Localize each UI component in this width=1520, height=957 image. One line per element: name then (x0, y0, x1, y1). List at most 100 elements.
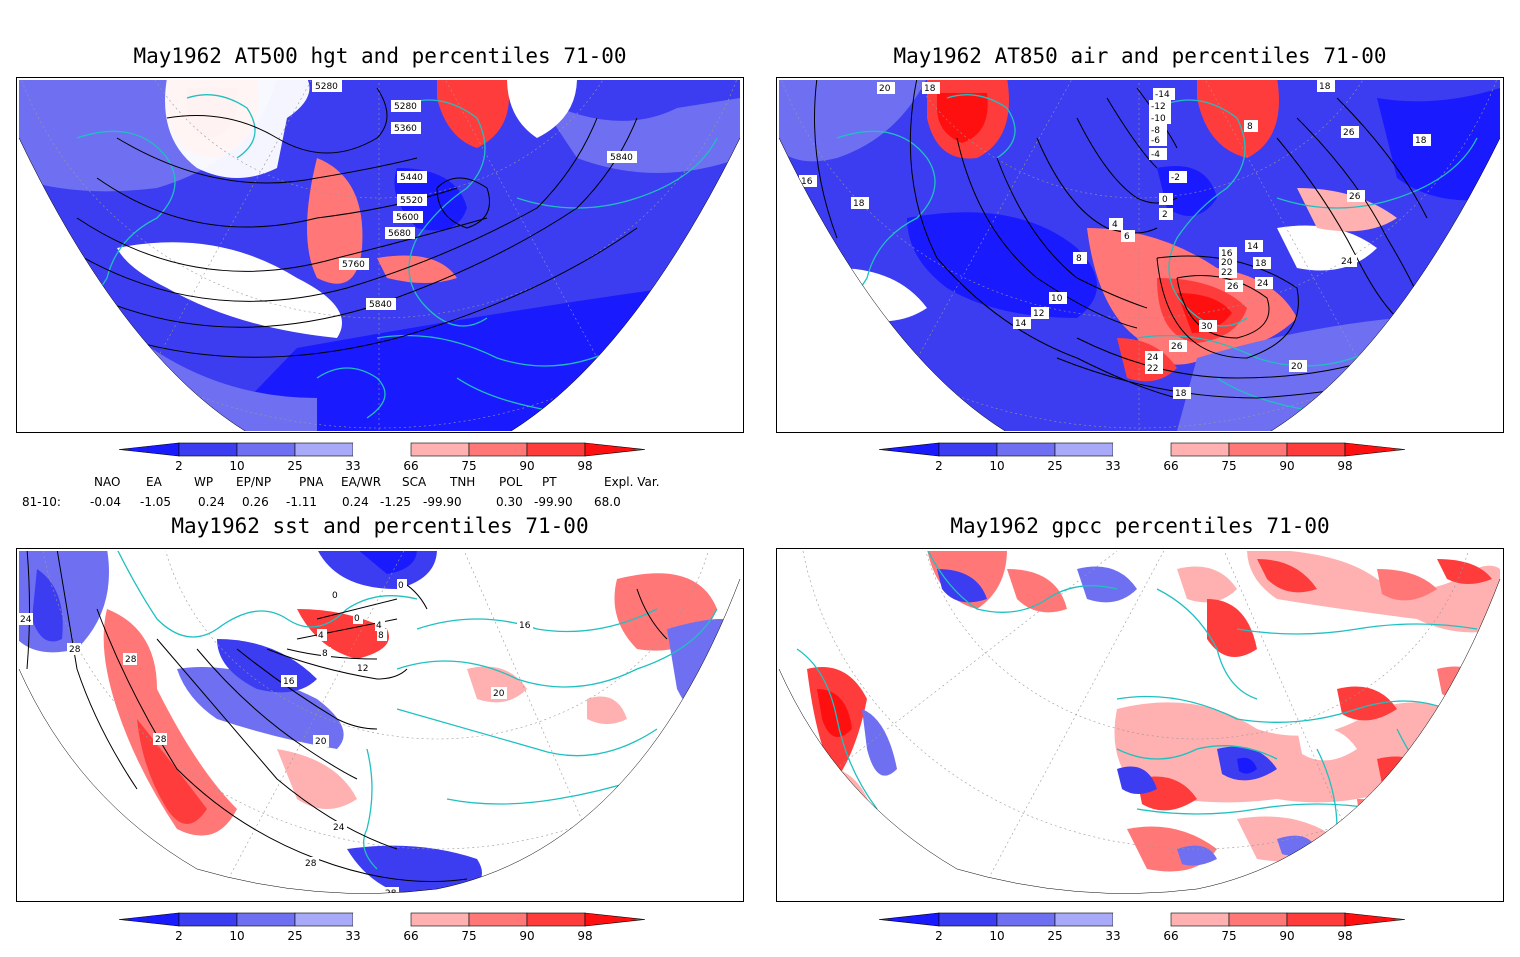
colorbar-segment (1113, 913, 1171, 926)
colorbar-arrow-left (878, 912, 940, 927)
contour-label: 18 (1319, 82, 1331, 92)
colorbar-tick-label: 75 (1221, 929, 1236, 943)
panel-title-sst: May1962 sst and percentiles 71-00 (171, 514, 589, 538)
contour-label: 28 (305, 859, 317, 869)
index-value: -99.90 (423, 495, 462, 509)
contour-label: 5440 (400, 173, 423, 183)
percentile-field-at850: 20 18 16 18 8 10 12 14 4 6 2 0 -2 -4 -6 … (779, 80, 1500, 431)
colorbar-tick-label: 25 (1047, 459, 1062, 473)
colorbar-tick-label: 98 (1337, 459, 1352, 473)
contour-label: 18 (1255, 259, 1267, 269)
index-header: SCA (402, 475, 427, 489)
index-value: -0.04 (90, 495, 122, 509)
index-header: PNA (299, 475, 324, 489)
contour-label: 5600 (396, 213, 419, 223)
contour-label: 10 (1051, 294, 1063, 304)
map-panel-at850: 20 18 16 18 8 10 12 14 4 6 2 0 -2 -4 -6 … (776, 77, 1504, 433)
contour-label: 0 (332, 591, 338, 601)
colorbar-segment (938, 442, 998, 457)
contour-label: 18 (1415, 136, 1427, 146)
contour-label: 24 (1341, 257, 1353, 267)
colorbar-segment (1286, 442, 1346, 457)
index-header: EA/WR (341, 475, 382, 489)
index-values-row: 81-10: -0.04 -1.05 0.24 0.26 -1.11 0.24 … (22, 495, 722, 515)
colorbar-tick-label: 33 (1105, 459, 1120, 473)
colorbar-gpcc: 2 10 25 33 66 75 90 98 (875, 907, 1405, 957)
contour-label: 5840 (369, 300, 392, 310)
colorbar-tick-label: 90 (1279, 929, 1294, 943)
height-contours (46, 87, 638, 358)
colorbar-tick-label: 75 (461, 929, 476, 943)
colorbar-segment (178, 912, 238, 927)
index-header: POL (499, 475, 523, 489)
contour-label: 5280 (315, 82, 338, 92)
colorbar-arrow-right (1344, 912, 1405, 927)
map-panel-gpcc (776, 548, 1504, 902)
index-value: 0.24 (198, 495, 225, 509)
contour-labels-sst: 24 28 28 28 0 0 4 4 8 8 12 16 20 24 28 2… (19, 579, 533, 899)
contour-label: 16 (519, 621, 531, 631)
colorbar-segment (1228, 912, 1288, 927)
contour-label: 12 (1033, 309, 1044, 319)
contour-label: 5520 (400, 196, 423, 206)
contour-label: -12 (1151, 102, 1166, 112)
colorbar-segment (526, 442, 586, 457)
colorbar-segment (996, 912, 1056, 927)
colorbar-svg: 2 10 25 33 66 75 90 98 (118, 442, 645, 473)
contour-label: 28 (125, 655, 137, 665)
contour-label: 26 (1227, 282, 1239, 292)
colorbar-tick-label: 2 (175, 929, 183, 943)
colorbar-segment (353, 913, 411, 926)
contour-labels-at500: 5280 5280 5360 5440 5520 5600 5680 5760 … (312, 80, 637, 310)
colorbar-tick-label: 10 (989, 459, 1004, 473)
colorbar-segment (410, 442, 470, 457)
contour-label: 16 (1221, 249, 1233, 259)
contour-label: 20 (1221, 258, 1233, 268)
colorbar-segment (1054, 442, 1114, 457)
colorbar-sst: 2 10 25 33 66 75 90 98 (115, 907, 645, 957)
map-panel-sst: 24 28 28 28 0 0 4 4 8 8 12 16 20 24 28 2… (16, 548, 744, 902)
colorbar-segment (526, 912, 586, 927)
contour-label: 24 (333, 823, 345, 833)
colorbar-segment (294, 912, 354, 927)
percentile-field-at500: 5280 5280 5360 5440 5520 5600 5680 5760 … (19, 80, 740, 431)
contour-label: 16 (283, 677, 295, 687)
contour-label: 28 (69, 645, 81, 655)
index-value: 0.26 (242, 495, 269, 509)
contour-label: 26 (1171, 342, 1183, 352)
index-header: Expl. Var. (604, 475, 660, 489)
contour-label: 5280 (394, 102, 417, 112)
contour-label: 14 (1015, 319, 1027, 329)
contour-label: 24 (20, 615, 32, 625)
colorbar-segment (1228, 442, 1288, 457)
colorbar-arrow-right (1344, 442, 1405, 457)
index-header: EP/NP (236, 475, 272, 489)
colorbar-tick-label: 25 (287, 459, 302, 473)
colorbar-arrow-left (118, 912, 180, 927)
contour-label: 6 (1124, 232, 1130, 242)
colorbar-tick-label: 98 (1337, 929, 1352, 943)
index-header: EA (146, 475, 162, 489)
colorbar-svg: 2 10 25 33 66 75 90 98 (878, 912, 1405, 943)
colorbar-at500: 2 10 25 33 66 75 90 98 (115, 437, 645, 487)
contour-label: 5760 (342, 260, 365, 270)
panel-title-gpcc: May1962 gpcc percentiles 71-00 (950, 514, 1330, 538)
colorbar-segment (468, 912, 528, 927)
colorbar-svg: 2 10 25 33 66 75 90 98 (878, 442, 1405, 473)
contour-label: 28 (385, 889, 397, 899)
contour-label: 8 (322, 649, 328, 659)
colorbar-segment (294, 442, 354, 457)
contour-label: 24 (1147, 353, 1159, 363)
contour-label: 8 (378, 631, 384, 641)
contour-label: 18 (924, 84, 936, 94)
colorbar-segment (1054, 912, 1114, 927)
contour-label: 22 (1147, 364, 1158, 374)
contour-label: 16 (801, 177, 813, 187)
colorbar-segment (468, 442, 528, 457)
colorbar-segment (236, 442, 296, 457)
colorbar-tick-label: 10 (989, 929, 1004, 943)
contour-label: 20 (1291, 362, 1303, 372)
colorbar-segment (236, 912, 296, 927)
colorbar-segment (1113, 443, 1171, 456)
index-value: 68.0 (594, 495, 621, 509)
